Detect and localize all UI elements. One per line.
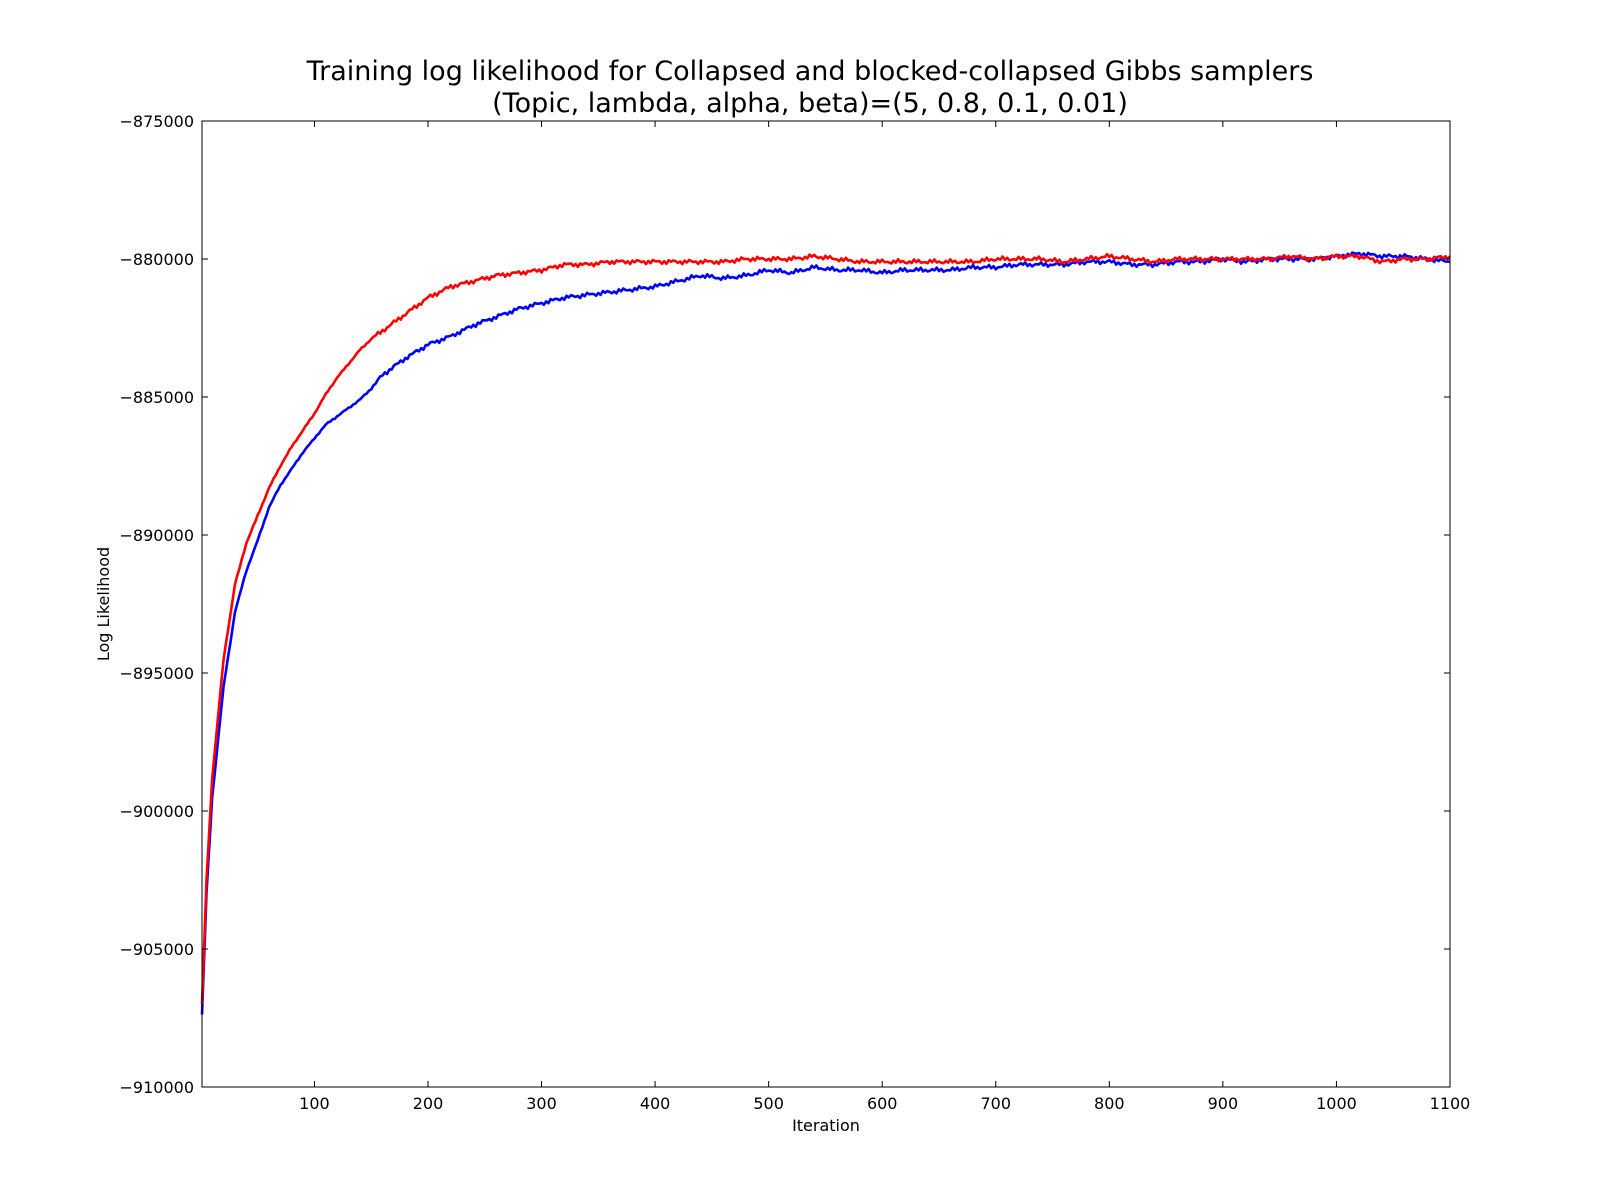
x-tick-label: 1000 [1316,1094,1357,1113]
x-tick-label: 400 [640,1094,671,1113]
y-tick-label: −880000 [120,250,194,269]
x-tick-label: 600 [867,1094,898,1113]
y-tick-label: −905000 [120,940,194,959]
series-line-2 [200,252,1451,1005]
chart-title: Training log likelihood for Collapsed an… [306,56,1314,87]
x-tick-label: 700 [980,1094,1011,1113]
y-tick-label: −885000 [120,388,194,407]
y-axis-label: Log Likelihood [94,547,113,661]
y-tick-label: −890000 [120,526,194,545]
y-axis: −875000 −880000 −885000 −890000 −895000 −9000… [120,112,1450,1097]
y-tick-label: −900000 [120,802,194,821]
x-tick-label: 900 [1208,1094,1239,1113]
series-line-1 [200,251,1451,1015]
x-axis-label: Iteration [792,1116,860,1135]
series-layer [200,251,1451,1015]
plot-area-frame [201,120,1451,1088]
x-tick-label: 100 [299,1094,330,1113]
x-axis: 100 200 300 400 500 600 700 800 900 1000 1100 [299,121,1470,1113]
x-tick-label: 500 [753,1094,784,1113]
y-tick-label: −910000 [120,1078,194,1097]
x-tick-label: 800 [1094,1094,1125,1113]
x-tick-label: 300 [526,1094,557,1113]
x-tick-label: 200 [413,1094,444,1113]
y-tick-label: −875000 [120,112,194,131]
x-tick-label: 1100 [1430,1094,1471,1113]
chart-subtitle: (Topic, lambda, alpha, beta)=(5, 0.8, 0.… [492,88,1128,119]
y-tick-label: −895000 [120,664,194,683]
